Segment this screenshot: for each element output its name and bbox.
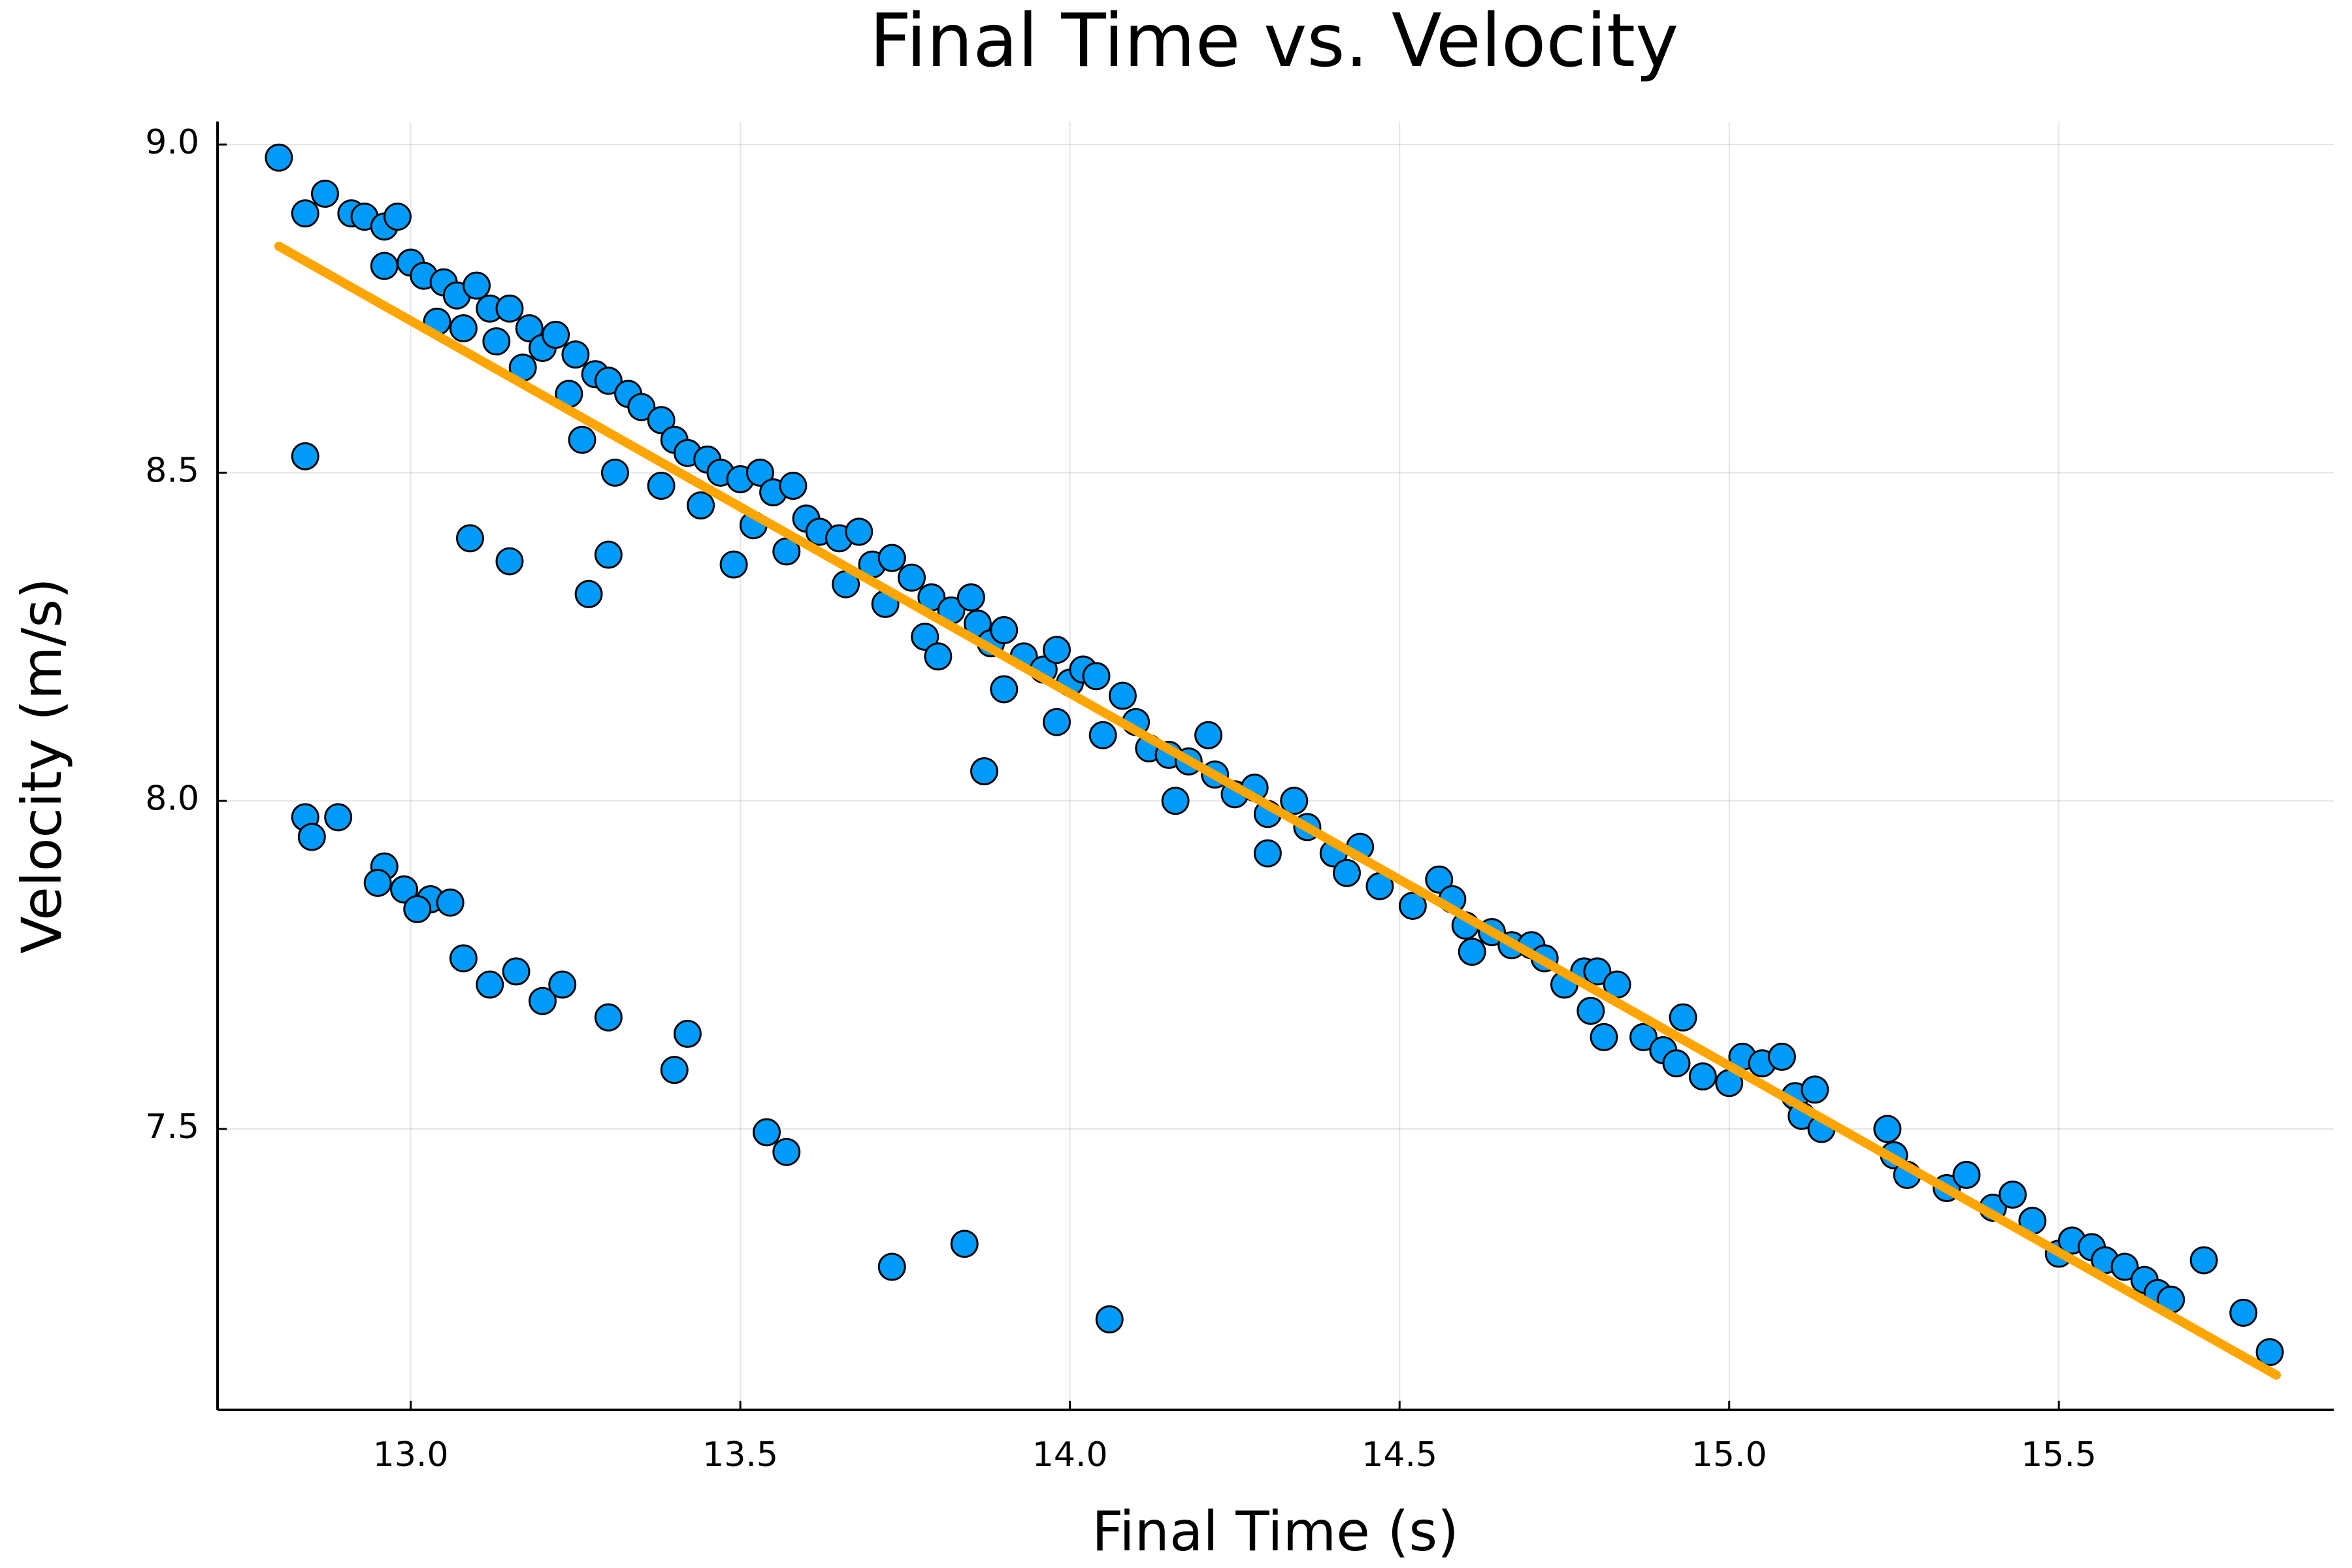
scatter-point bbox=[561, 340, 590, 369]
scatter-point bbox=[1043, 708, 1071, 736]
chart-title: Final Time vs. Velocity bbox=[870, 0, 1679, 84]
scatter-point bbox=[310, 180, 339, 208]
scatter-point bbox=[660, 1056, 689, 1085]
scatter-point bbox=[1425, 865, 1454, 894]
scatter-point bbox=[449, 314, 478, 342]
scatter-point bbox=[482, 327, 511, 356]
scatter-point bbox=[647, 406, 676, 434]
scatter-point bbox=[1669, 1003, 1697, 1032]
scatter-point bbox=[1095, 1305, 1124, 1333]
scatter-point bbox=[403, 895, 432, 924]
x-tick-label: 15.0 bbox=[1691, 1435, 1767, 1475]
scatter-point bbox=[436, 888, 465, 917]
y-axis-label: Velocity (m/s) bbox=[10, 578, 74, 954]
scatter-point bbox=[600, 458, 629, 487]
scatter-point bbox=[1458, 938, 1486, 966]
scatter-point bbox=[476, 970, 504, 999]
scatter-point bbox=[1043, 636, 1071, 664]
scatter-point bbox=[1280, 787, 1309, 815]
scatter-point bbox=[548, 970, 577, 999]
scatter-point bbox=[2110, 1252, 2139, 1281]
scatter-point bbox=[324, 803, 353, 832]
scatter-point bbox=[265, 143, 293, 172]
scatter-point bbox=[291, 199, 319, 228]
scatter-point bbox=[990, 616, 1019, 645]
scatter-point bbox=[898, 563, 926, 592]
scatter-point bbox=[1662, 1049, 1691, 1078]
scatter-point bbox=[1161, 787, 1190, 815]
scatter-point bbox=[990, 675, 1019, 704]
scatter-point bbox=[502, 957, 531, 986]
scatter-point bbox=[1253, 839, 1282, 868]
scatter-point bbox=[449, 944, 478, 973]
scatter-point bbox=[594, 1003, 623, 1032]
scatter-point bbox=[1398, 891, 1427, 920]
y-tick-label: 7.5 bbox=[145, 1107, 199, 1147]
x-tick-label: 13.5 bbox=[702, 1435, 778, 1475]
scatter-point bbox=[1082, 662, 1111, 691]
scatter-point bbox=[627, 393, 656, 421]
scatter-point bbox=[542, 320, 570, 349]
scatter-point bbox=[1332, 858, 1361, 887]
scatter-point bbox=[2189, 1246, 2218, 1275]
scatter-point bbox=[2229, 1298, 2258, 1327]
fit-line bbox=[274, 241, 2281, 1380]
scatter-point bbox=[1194, 721, 1223, 749]
scatter-point bbox=[291, 442, 319, 470]
scatter-point bbox=[753, 1118, 781, 1147]
x-tick-label: 14.5 bbox=[1362, 1435, 1437, 1475]
scatter-point bbox=[383, 203, 412, 231]
scatter-point bbox=[1576, 996, 1605, 1025]
scatter-point bbox=[687, 491, 715, 520]
scatter-point bbox=[1767, 1043, 1796, 1071]
scatter-point bbox=[1088, 721, 1117, 749]
scatter-point bbox=[845, 517, 874, 546]
x-axis-label: Final Time (s) bbox=[1092, 1499, 1459, 1563]
scatter-point bbox=[647, 472, 676, 500]
scatter-point bbox=[297, 823, 326, 851]
scatter-point bbox=[1801, 1075, 1829, 1104]
scatter-point bbox=[1590, 1022, 1618, 1051]
scatter-point bbox=[515, 314, 544, 342]
y-tick-label: 9.0 bbox=[145, 123, 199, 162]
scatter-point bbox=[495, 547, 524, 576]
scatter-point bbox=[495, 294, 524, 323]
scatter-point bbox=[779, 472, 808, 500]
scatter-point bbox=[455, 524, 484, 553]
scatter-point bbox=[1108, 681, 1137, 710]
scatter-point bbox=[911, 623, 939, 651]
scatter-point bbox=[463, 271, 491, 300]
scatter-point bbox=[719, 550, 748, 579]
scatter-point bbox=[1999, 1180, 2027, 1209]
scatter-point bbox=[594, 367, 623, 395]
y-tick-label: 8.5 bbox=[145, 451, 199, 490]
scatter-point bbox=[363, 868, 392, 897]
scatter-point bbox=[528, 987, 557, 1015]
scatter-point bbox=[956, 583, 985, 612]
scatter-point bbox=[1583, 957, 1612, 986]
scatter-point bbox=[594, 540, 623, 569]
scatter-point bbox=[1688, 1062, 1717, 1091]
x-tick-label: 14.0 bbox=[1032, 1435, 1108, 1475]
x-tick-label: 15.5 bbox=[2021, 1435, 2097, 1475]
scatter-point bbox=[924, 642, 953, 671]
scatter-point bbox=[1873, 1115, 1902, 1143]
scatter-point bbox=[745, 458, 774, 487]
scatter-point bbox=[950, 1230, 979, 1258]
scatter-point bbox=[574, 580, 603, 608]
scatter-point bbox=[568, 425, 596, 454]
scatter-point bbox=[2255, 1338, 2284, 1367]
x-tick-label: 13.0 bbox=[373, 1435, 449, 1475]
scatter-point bbox=[370, 252, 399, 280]
scatter-point bbox=[970, 757, 999, 786]
scatter-point bbox=[877, 1252, 906, 1281]
y-tick-label: 8.0 bbox=[145, 779, 199, 819]
scatter-point bbox=[877, 544, 906, 572]
scatter-point bbox=[772, 1137, 801, 1166]
scatter-point bbox=[1952, 1160, 1981, 1189]
scatter-point bbox=[1629, 1022, 1658, 1051]
scatter-point bbox=[673, 1019, 702, 1048]
scatter-point bbox=[390, 875, 419, 904]
